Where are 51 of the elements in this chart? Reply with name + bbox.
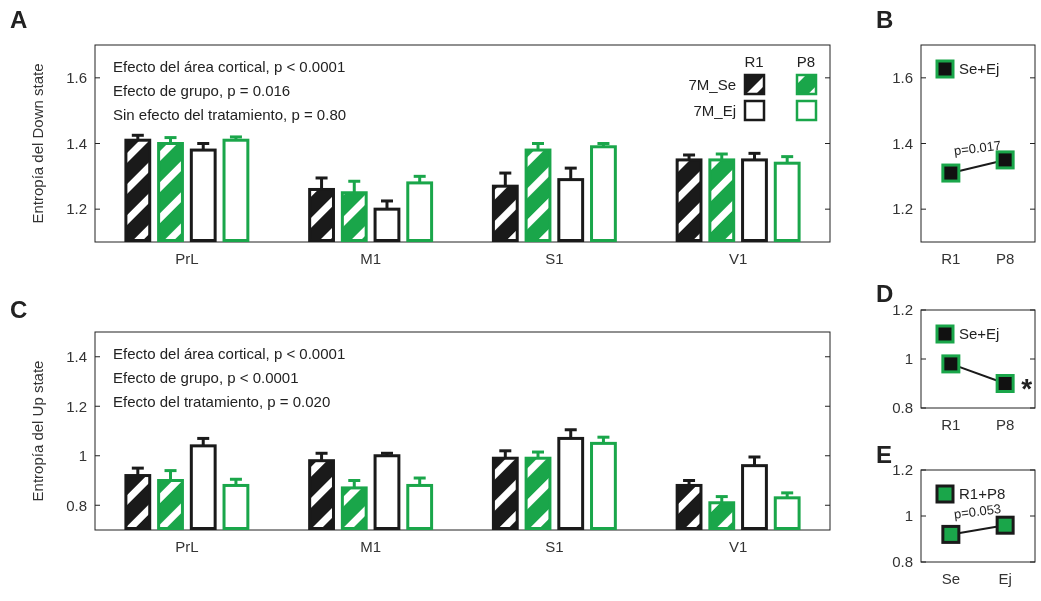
x-tick-label: P8 <box>995 250 1015 267</box>
y-axis-title: Entropía del Down state <box>29 63 46 224</box>
y-tick-label: 1.2 <box>892 200 913 218</box>
legend-label: Se+Ej <box>959 325 1000 343</box>
y-tick-label: 1.2 <box>892 461 913 479</box>
y-axis-title: Entropía del Up state <box>29 360 46 502</box>
x-tick-label: Ej <box>998 570 1012 587</box>
x-tick-label: PrL <box>175 538 199 555</box>
x-tick-label: PrL <box>175 250 199 267</box>
annotation: p=0.053 <box>953 501 1002 522</box>
x-tick-label: V1 <box>728 538 748 555</box>
y-tick-label: 1.2 <box>66 200 87 218</box>
legend-label: Se+Ej <box>959 60 1000 78</box>
y-tick-label: 1.4 <box>892 134 913 152</box>
y-tick-label: 1 <box>904 507 913 525</box>
annotation: Efecto de grupo, p = 0.016 <box>113 82 291 99</box>
annotation: * <box>1021 372 1033 404</box>
annotation: Efecto del tratamiento, p = 0.020 <box>113 393 331 410</box>
annotation: P8 <box>796 53 816 70</box>
x-tick-label: Se <box>941 570 961 587</box>
chart-title: B <box>876 6 894 33</box>
annotation: Efecto del área cortical, p < 0.0001 <box>113 345 346 362</box>
y-tick-label: 0.8 <box>892 399 913 417</box>
y-tick-label: 1 <box>904 350 913 368</box>
x-tick-label: S1 <box>545 250 564 267</box>
annotation: Efecto de grupo, p < 0.0001 <box>113 369 299 386</box>
y-tick-label: 1 <box>78 447 87 464</box>
y-tick-label: 1.4 <box>66 134 87 152</box>
x-tick-label: M1 <box>360 250 382 267</box>
chart-title: A <box>10 6 28 33</box>
y-tick-label: 1.6 <box>892 69 913 87</box>
chart-title: E <box>876 441 893 468</box>
y-tick-label: 0.8 <box>892 553 913 571</box>
y-tick-label: 1.6 <box>66 69 87 87</box>
annotation: R1 <box>744 53 764 70</box>
y-tick-label: 0.8 <box>66 496 87 514</box>
x-tick-label: R1 <box>941 250 961 267</box>
x-tick-label: V1 <box>728 250 748 267</box>
y-tick-label: 1.2 <box>66 397 87 415</box>
x-tick-label: S1 <box>545 538 564 555</box>
legend-label: R1+P8 <box>959 485 1006 503</box>
annotation: Sin efecto del tratamiento, p = 0.80 <box>113 106 347 123</box>
x-tick-label: M1 <box>360 538 382 555</box>
annotation: 7M_Ej <box>693 102 736 119</box>
chart-title: D <box>876 280 894 307</box>
annotation: p=0.017 <box>953 137 1002 159</box>
annotation: 7M_Se <box>688 76 736 93</box>
y-tick-label: 1.2 <box>892 301 913 319</box>
y-tick-label: 1.4 <box>66 348 87 365</box>
annotation: Efecto del área cortical, p < 0.0001 <box>113 58 346 75</box>
chart-title: C <box>10 296 28 323</box>
